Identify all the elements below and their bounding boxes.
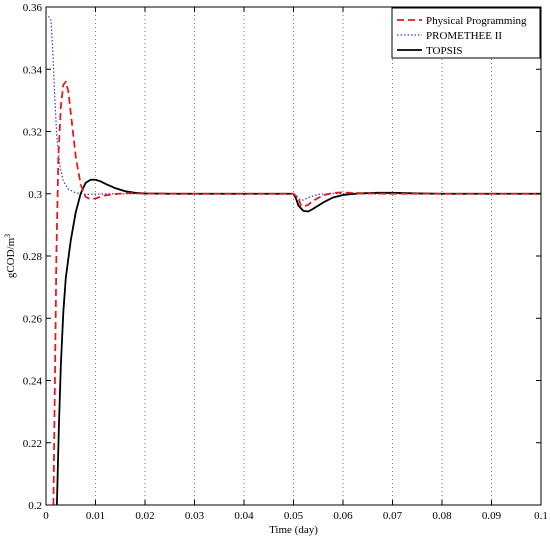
x-tick-label: 0.01 (86, 510, 105, 522)
y-tick-label: 0.36 (23, 2, 43, 14)
y-tick-label: 0.24 (23, 376, 43, 388)
y-axis-label-text: gCOD/m (5, 237, 17, 278)
y-tick-label: 0.26 (23, 313, 43, 325)
x-tick-label: 0.02 (135, 510, 154, 522)
y-tick-label: 0.3 (28, 189, 42, 201)
x-tick-label: 0 (43, 510, 49, 522)
x-tick-label: 0.1 (534, 510, 548, 522)
x-tick-label: 0.08 (432, 510, 452, 522)
x-tick-label: 0.04 (234, 510, 254, 522)
y-tick-label: 0.2 (28, 500, 42, 512)
x-tick-labels: 0 0.01 0.02 0.03 0.04 0.05 0.06 0.07 0.08 0.09 0.1 (43, 510, 548, 522)
x-tick-label: 0.06 (333, 510, 353, 522)
y-tick-label: 0.22 (23, 438, 42, 450)
y-tick-label: 0.28 (23, 251, 43, 263)
y-axis-label: gCOD/m3 (3, 234, 17, 278)
x-tick-label: 0.09 (482, 510, 502, 522)
x-axis-label: Time (day) (269, 524, 318, 536)
y-tick-label: 0.34 (23, 64, 43, 76)
legend-label: Physical Programming (426, 15, 527, 27)
y-axis-label-superscript: 3 (3, 234, 12, 238)
y-tick-label: 0.32 (23, 127, 42, 139)
series-layer (48, 15, 541, 505)
x-tick-label: 0.05 (284, 510, 304, 522)
legend: Physical Programming PROMETHEE II TOPSIS (391, 7, 541, 59)
y-tick-labels: 0.2 0.22 0.24 0.26 0.28 0.3 0.32 0.34 0.36 (23, 2, 43, 512)
legend-label: PROMETHEE II (426, 30, 502, 42)
legend-label: TOPSIS (426, 45, 462, 57)
plot-area (46, 7, 541, 505)
x-tick-label: 0.03 (185, 510, 205, 522)
series-line-0 (52, 80, 541, 505)
x-tick-label: 0.07 (383, 510, 403, 522)
